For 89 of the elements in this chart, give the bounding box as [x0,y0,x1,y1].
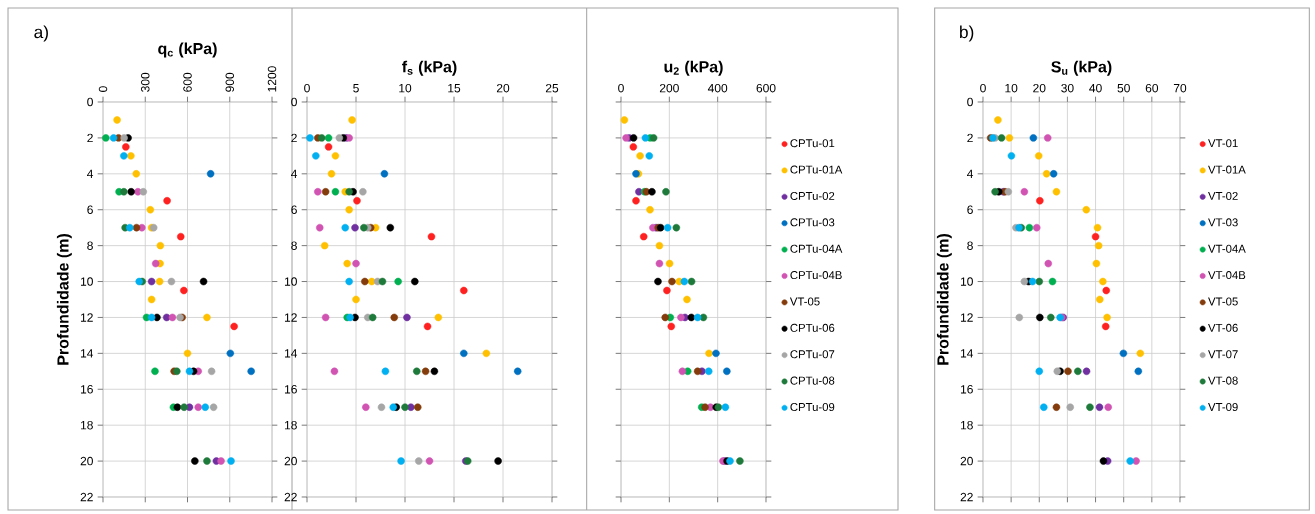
y-tick-label: 22 [284,492,297,502]
x-axis-title: S$_{u}$ (kPa) [1051,60,1112,76]
x-tick-label: 30 [1061,83,1074,93]
x-tick-label: 15 [448,84,461,93]
legend-label: CPTu-01A [790,165,843,174]
y-tick-label: 8 [291,241,297,250]
x-tick-label: 10 [1005,83,1018,93]
legend-label: VT-04A [1208,244,1246,253]
y-tick-label: 6 [87,205,93,214]
legend-label: CPTu-04A [790,244,843,253]
y-tick-label: 18 [80,420,93,430]
legend-label: VT-03 [1208,218,1238,227]
legend-label: CPTu-07 [790,350,835,359]
legend-label: VT-05 [789,297,820,306]
x-tick-label: 20 [496,83,510,93]
legend-label: CPTu-01 [790,139,835,148]
y-tick-label: 14 [960,349,974,358]
y-tick-label: 4 [967,169,974,178]
y-tick-label: 18 [284,420,297,430]
legend-label: VT-01 [1208,139,1238,148]
text: b) [960,25,974,42]
y-tick-label: 12 [80,313,93,322]
x-tick-label: 900 [225,72,235,92]
y-tick-label: 22 [80,492,93,502]
x-tick-label: 0 [304,83,310,93]
legend-label: CPTu-09 [790,403,835,412]
y-tick-label: 4 [291,169,298,178]
x-tick-label: 40 [1089,83,1102,93]
x-tick-label: 0 [980,83,986,93]
x-tick-label: 200 [659,83,679,93]
x-tick-label: 70 [1173,83,1187,93]
y-tick-label: 14 [80,349,94,358]
y-tick-label: 12 [960,313,973,322]
legend-label: CPTu-03 [790,218,835,227]
y-tick-label: 2 [291,133,297,143]
legend-label: VT-02 [1208,191,1238,200]
y-tick-label: 14 [284,349,298,358]
x-tick-label: 600 [756,83,776,93]
x-axis-title: q$_{c}$ (kPa) [158,42,217,58]
y-tick-label: 20 [960,456,973,466]
y-tick-label: 4 [87,169,94,178]
y-tick-label: 16 [960,385,973,394]
x-tick-label: 600 [183,72,192,92]
y-tick-label: 2 [87,133,93,143]
legend-label: VT-05 [1208,297,1238,306]
legend-label: CPTu-02 [790,191,835,200]
legend-label: VT-04B [1208,271,1246,280]
x-axis-title: u$_{2}$ (kPa) [664,60,723,76]
x-tick-label: 60 [1145,83,1159,93]
legend-label: VT-06 [1208,323,1238,332]
legend-label: CPTu-04B [790,271,842,280]
legend-label: CPTu-06 [790,323,835,332]
y-tick-label: 20 [80,456,93,466]
x-tick-label: 400 [707,83,728,93]
x-tick-label: 50 [1117,83,1130,93]
legend-label: VT-07 [1208,350,1238,359]
y-tick-label: 16 [284,385,297,394]
y-tick-label: 16 [80,385,93,394]
x-tick-label: 300 [141,72,150,92]
legend-label: VT-09 [1208,403,1238,412]
y-tick-label: 0 [87,97,93,107]
y-tick-label: 8 [967,241,973,250]
x-axis-title: f$_{s}$ (kPa) [402,60,457,76]
y-tick-label: 18 [960,420,973,430]
y-tick-label: 6 [967,205,973,214]
x-tick-label: 5 [353,84,359,93]
y-tick-label: 10 [80,277,93,286]
x-tick-label: 0 [98,86,108,92]
y-tick-label: 20 [284,456,297,466]
legend-label: CPTu-08 [790,376,835,385]
legend-label: VT-08 [1208,376,1238,385]
y-tick-label: 0 [967,97,973,107]
y-tick-label: 10 [960,277,973,286]
x-tick-label: 1200 [267,66,277,92]
y-tick-label: 6 [291,205,297,214]
x-tick-label: 10 [399,83,412,93]
y-tick-label: 2 [967,133,973,143]
y-tick-label: 12 [284,313,297,322]
y-axis-title: Profundidade (m) [936,234,952,365]
x-tick-label: 25 [545,83,559,93]
y-tick-label: 0 [291,97,297,107]
y-axis-title: Profundidade (m) [56,234,72,365]
x-tick-label: 0 [618,83,624,93]
y-tick-label: 22 [960,492,973,502]
text: a) [34,25,48,42]
x-tick-label: 20 [1033,83,1046,93]
legend-label: VT-01A [1208,165,1246,174]
y-tick-label: 10 [284,277,297,286]
y-tick-label: 8 [87,241,93,250]
